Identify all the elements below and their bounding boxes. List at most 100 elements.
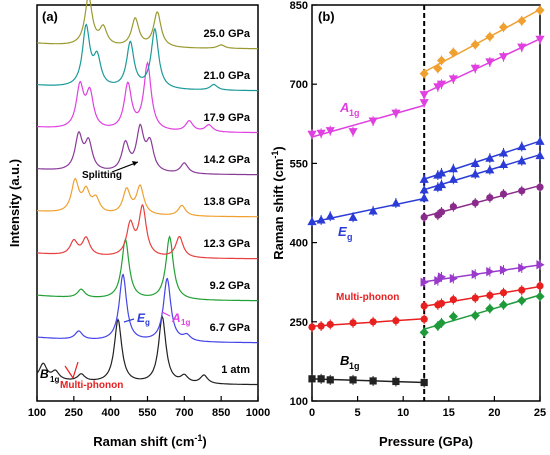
panel-b-label: (b) <box>318 9 335 24</box>
y-axis-label: Intensity (a.u.) <box>7 159 22 247</box>
data-point <box>470 169 480 178</box>
eg-label-subscript: g <box>347 232 353 242</box>
x-tick-label: 15 <box>443 407 455 419</box>
data-point <box>499 265 509 275</box>
data-point <box>317 375 325 383</box>
data-point <box>419 327 429 337</box>
data-point <box>498 159 509 169</box>
spectrum-line <box>37 23 258 92</box>
data-point <box>420 277 429 287</box>
panel-a-label: (a) <box>42 9 58 24</box>
data-point <box>419 174 429 183</box>
data-point <box>449 296 457 304</box>
data-point <box>535 150 545 160</box>
data-point <box>420 378 428 387</box>
data-point <box>316 129 326 138</box>
data-points <box>307 5 545 388</box>
y-axis-ticks: 100 250 400 550 700 850 <box>290 0 317 408</box>
data-point <box>368 206 378 215</box>
data-point <box>392 317 400 325</box>
pressure-labels: 1 atm 6.7 GPa 9.2 GPa 12.3 GPa 13.8 GPa 14.2 … <box>204 28 251 376</box>
x-tick-label: 25 <box>534 407 546 419</box>
pressure-label: 9.2 GPa <box>210 280 251 292</box>
data-point <box>485 58 495 67</box>
multiphonon-arrow <box>64 365 74 379</box>
data-point <box>518 286 526 294</box>
data-point <box>485 304 495 314</box>
data-point <box>368 117 378 126</box>
data-point <box>436 55 447 66</box>
data-point <box>316 215 326 224</box>
x-tick-label: 20 <box>488 407 500 419</box>
data-point <box>325 211 335 220</box>
x-tick-label: 700 <box>175 407 193 419</box>
data-point <box>517 156 527 165</box>
data-point <box>437 208 446 216</box>
data-point <box>348 128 358 137</box>
pressure-label: 21.0 GPa <box>204 70 251 82</box>
b1g-subscript: 1g <box>50 375 59 384</box>
data-point <box>499 190 508 198</box>
data-point <box>307 130 317 139</box>
y-tick-label: 550 <box>290 158 308 170</box>
data-point <box>486 267 495 277</box>
data-point <box>325 127 335 136</box>
x-axis-ticks: 0 5 10 15 20 25 <box>309 396 546 419</box>
data-point <box>308 375 316 383</box>
data-point <box>419 99 429 108</box>
x-tick-label: 1000 <box>246 407 270 419</box>
x-tick-label: 850 <box>212 407 230 419</box>
data-point <box>369 377 377 385</box>
pressure-label: 13.8 GPa <box>204 196 251 208</box>
multiphonon-label: Multi-phonon <box>60 380 123 391</box>
data-point <box>485 165 495 174</box>
data-point <box>471 269 480 279</box>
data-point <box>485 153 495 162</box>
data-point <box>449 273 458 284</box>
data-point <box>448 47 458 58</box>
pressure-label: 6.7 GPa <box>210 322 251 334</box>
data-point <box>470 158 480 167</box>
data-point <box>517 296 527 306</box>
y-tick-label: 850 <box>290 0 308 12</box>
data-point <box>437 299 446 307</box>
data-point <box>498 148 509 157</box>
a1g-label: A <box>339 100 349 115</box>
a1g-arrow <box>161 311 171 317</box>
pressure-label: 25.0 GPa <box>204 28 251 40</box>
data-point <box>498 22 509 32</box>
eg-label: E <box>338 224 347 239</box>
eg-subscript: g <box>145 318 150 327</box>
data-point <box>517 43 527 52</box>
data-point <box>536 260 545 270</box>
data-point <box>470 40 480 50</box>
spectrum-line <box>37 203 259 260</box>
x-axis-label: Raman shift (cm-1) <box>93 433 207 449</box>
data-point <box>448 75 458 84</box>
pressure-label: 12.3 GPa <box>204 238 251 250</box>
data-point <box>349 376 357 384</box>
data-point <box>498 300 509 310</box>
data-point <box>486 194 494 202</box>
multiphonon-arrow <box>72 361 79 379</box>
data-point <box>419 185 429 194</box>
data-point <box>535 136 545 145</box>
spectrum-line <box>36 177 258 218</box>
data-point <box>517 16 527 26</box>
b1g-label: B <box>340 353 349 368</box>
a1g-subscript: 1g <box>181 318 190 327</box>
data-point <box>518 187 526 195</box>
y-tick-label: 400 <box>290 238 308 250</box>
y-axis-label: Raman shift (cm-1) <box>270 146 286 260</box>
data-point <box>433 63 443 73</box>
x-axis-ticks: 100 250 400 550 700 850 1000 <box>28 396 270 419</box>
data-point <box>485 32 495 42</box>
spectrum-line <box>37 61 258 134</box>
pressure-label: 14.2 GPa <box>204 154 251 166</box>
a1g-label: A <box>171 311 181 325</box>
panel-a-spectra: (a) 100 250 400 550 700 850 1000 1 atm 6.7 GPa 9… <box>7 0 270 449</box>
data-point <box>433 170 443 179</box>
data-point <box>486 291 494 299</box>
data-point <box>349 319 357 327</box>
